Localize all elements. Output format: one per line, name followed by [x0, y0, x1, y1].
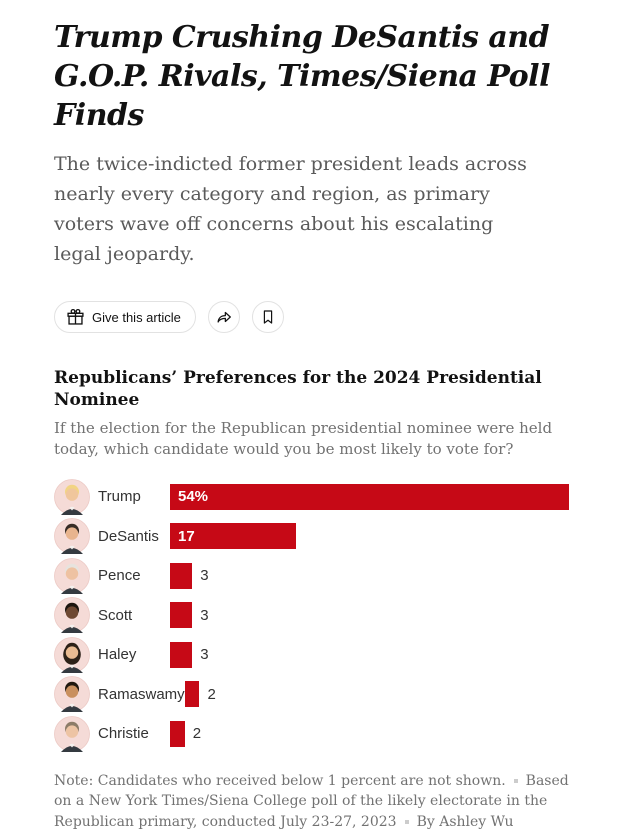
- chart-subtitle: If the election for the Republican presi…: [54, 418, 584, 460]
- chart-row-christie: Christie 2: [54, 714, 584, 754]
- bar-value: 2: [207, 686, 215, 703]
- avatar: [54, 479, 90, 515]
- bar: [185, 681, 200, 707]
- gift-icon: [66, 308, 85, 327]
- share-icon: [215, 308, 233, 326]
- share-button[interactable]: [208, 301, 240, 333]
- candidate-label: Christie: [98, 725, 170, 742]
- bar: [170, 602, 192, 628]
- chart-row-ramaswamy: Ramaswamy 2: [54, 675, 584, 715]
- bar-area: 3: [170, 602, 569, 628]
- avatar: [54, 637, 90, 673]
- bar-value: 3: [200, 646, 208, 663]
- bar: [170, 642, 192, 668]
- bar-area: 3: [170, 642, 569, 668]
- bar-value: 3: [200, 607, 208, 624]
- bookmark-button[interactable]: [252, 301, 284, 333]
- bar-value: 3: [200, 567, 208, 584]
- bar: [170, 721, 185, 747]
- bar-area: 17: [170, 523, 569, 549]
- bar: 17: [170, 523, 296, 549]
- bar: 54%: [170, 484, 569, 510]
- candidate-label: Haley: [98, 646, 170, 663]
- candidate-label: Trump: [98, 488, 170, 505]
- footnote-byline: By Ashley Wu: [417, 814, 514, 830]
- chart-row-haley: Haley 3: [54, 635, 584, 675]
- bar: [170, 563, 192, 589]
- article-subheadline: The twice-indicted former president lead…: [54, 149, 546, 269]
- bar-value: 17: [170, 528, 195, 545]
- give-article-label: Give this article: [92, 310, 181, 325]
- article-headline: Trump Crushing DeSantis and G.O.P. Rival…: [54, 18, 584, 135]
- avatar: [54, 597, 90, 633]
- candidate-label: DeSantis: [98, 528, 170, 545]
- bookmark-icon: [260, 309, 276, 325]
- bar-area: 2: [170, 721, 569, 747]
- bar-area: 3: [170, 563, 569, 589]
- footnote-note: Note: Candidates who received below 1 pe…: [54, 773, 506, 789]
- give-article-button[interactable]: Give this article: [54, 301, 196, 333]
- chart-footnote: Note: Candidates who received below 1 pe…: [54, 771, 584, 832]
- candidate-label: Ramaswamy: [98, 686, 185, 703]
- bar-area: 54%: [170, 484, 569, 510]
- avatar: [54, 558, 90, 594]
- avatar: [54, 716, 90, 752]
- bar-area: 2: [185, 681, 584, 707]
- bar-value: 2: [193, 725, 201, 742]
- candidate-label: Pence: [98, 567, 170, 584]
- avatar: [54, 676, 90, 712]
- chart-title: Republicans’ Preferences for the 2024 Pr…: [54, 367, 584, 411]
- poll-chart: Republicans’ Preferences for the 2024 Pr…: [54, 367, 584, 832]
- candidate-label: Scott: [98, 607, 170, 624]
- chart-row-scott: Scott 3: [54, 596, 584, 636]
- article-actions: Give this article: [54, 301, 584, 333]
- bar-value: 54%: [170, 488, 208, 505]
- avatar: [54, 518, 90, 554]
- chart-row-pence: Pence 3: [54, 556, 584, 596]
- bullet-separator: [405, 820, 409, 824]
- bullet-separator: [514, 779, 518, 783]
